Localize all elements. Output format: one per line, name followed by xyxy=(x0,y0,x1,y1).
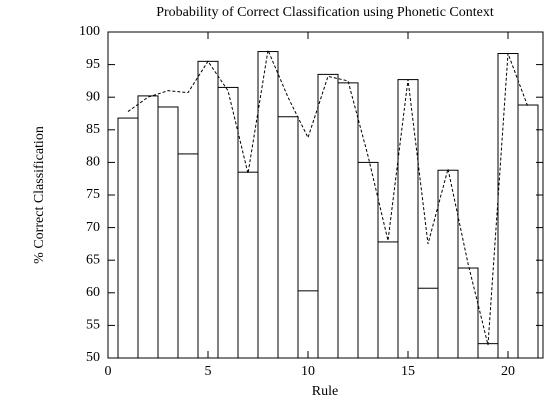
bar xyxy=(137,95,159,359)
bar xyxy=(337,82,359,359)
bar xyxy=(297,290,319,359)
y-tick-label: 100 xyxy=(79,24,100,39)
x-tick-label: 0 xyxy=(105,364,112,379)
y-axis-label: % Correct Classification xyxy=(32,126,47,264)
bar xyxy=(157,106,179,359)
y-tick-label: 80 xyxy=(86,155,100,170)
x-tick-label: 5 xyxy=(205,364,212,379)
y-tick-label: 50 xyxy=(86,350,100,365)
y-tick-label: 60 xyxy=(86,285,100,300)
x-axis-label: Rule xyxy=(312,384,338,399)
y-tick-label: 75 xyxy=(86,187,100,202)
y-tick-label: 65 xyxy=(86,252,100,267)
bar xyxy=(197,60,219,359)
bar xyxy=(437,169,459,359)
bar xyxy=(317,73,339,359)
bar xyxy=(457,267,479,359)
chart-title: Probability of Correct Classification us… xyxy=(156,5,494,20)
bar xyxy=(177,153,199,359)
bar xyxy=(117,117,139,359)
line xyxy=(127,48,529,346)
y-tick-label: 85 xyxy=(86,122,100,137)
bar xyxy=(277,116,299,359)
bar xyxy=(217,86,239,359)
y-tick-label: 55 xyxy=(86,318,100,333)
bar xyxy=(377,241,399,359)
x-tick-label: 10 xyxy=(301,364,315,379)
bar xyxy=(417,287,439,359)
y-tick-label: 95 xyxy=(86,57,100,72)
bar xyxy=(497,53,519,359)
bar xyxy=(397,79,419,359)
bar xyxy=(517,104,539,359)
y-tick-label: 70 xyxy=(86,220,100,235)
bar xyxy=(357,161,379,359)
x-tick-label: 15 xyxy=(401,364,415,379)
x-tick-label: 20 xyxy=(501,364,515,379)
bar xyxy=(237,171,259,359)
y-tick-label: 90 xyxy=(86,89,100,104)
bar xyxy=(257,51,279,359)
bar xyxy=(477,343,499,359)
plot-frame xyxy=(107,31,544,359)
